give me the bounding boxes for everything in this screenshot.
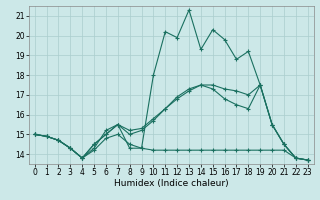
X-axis label: Humidex (Indice chaleur): Humidex (Indice chaleur)	[114, 179, 228, 188]
